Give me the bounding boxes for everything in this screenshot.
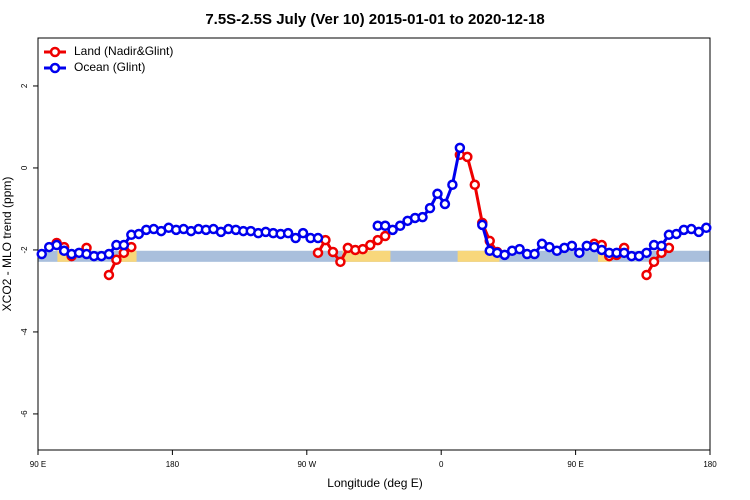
plot-frame (37, 37, 711, 451)
data-point (477, 219, 488, 231)
data-point (469, 179, 481, 191)
legend-marker (49, 46, 61, 58)
land-span (457, 250, 500, 262)
x-tick-label: 180 (166, 460, 180, 469)
data-point (641, 247, 652, 259)
x-axis-label: Longitude (deg E) (327, 476, 422, 490)
data-point (641, 269, 652, 281)
x-tick-label: 90 E (567, 460, 583, 469)
y-axis-label: XCO2 - MLO trend (ppm) (0, 177, 14, 312)
legend-marker (49, 62, 61, 74)
data-point (103, 248, 115, 260)
x-tick-label: 90 E (30, 460, 46, 469)
data-point (387, 224, 398, 236)
x-tick-label: 90 W (297, 460, 316, 469)
land-span (342, 250, 391, 262)
data-point (439, 198, 451, 210)
data-point (394, 220, 406, 232)
x-tick-label: 0 (439, 460, 444, 469)
data-point (379, 230, 391, 242)
data-point (111, 254, 122, 266)
data-point (671, 228, 682, 240)
data-point (701, 222, 712, 234)
y-tick-label: -4 (20, 328, 29, 336)
data-point (51, 239, 62, 251)
data-point (656, 240, 667, 252)
data-point (514, 243, 525, 255)
data-point (133, 228, 145, 240)
data-point (357, 243, 369, 255)
data-point (118, 239, 130, 251)
data-point (103, 269, 115, 281)
data-point (297, 227, 309, 239)
data-point (379, 220, 391, 232)
legend-label: Ocean (Glint) (74, 60, 145, 74)
data-point (566, 240, 578, 252)
data-point (36, 248, 47, 260)
data-point (327, 246, 339, 258)
data-point (282, 227, 294, 239)
data-point (365, 239, 376, 251)
land-span (57, 250, 70, 262)
data-point (432, 188, 443, 200)
data-point (312, 232, 324, 244)
data-point (290, 232, 301, 244)
y-tick-label: 2 (20, 83, 29, 88)
data-point (648, 256, 660, 268)
data-point (312, 247, 324, 259)
data-point (335, 256, 346, 268)
data-point (372, 234, 383, 246)
chart-title: 7.5S-2.5S July (Ver 10) 2015-01-01 to 20… (205, 11, 544, 28)
data-point (424, 202, 436, 214)
data-point (574, 247, 585, 259)
data-point (454, 142, 466, 154)
data-point (529, 248, 540, 260)
data-point (417, 211, 428, 223)
x-tick-label: 180 (703, 460, 717, 469)
y-tick-label: -6 (20, 410, 29, 418)
y-tick-label: -2 (20, 246, 29, 254)
data-point (447, 179, 458, 191)
y-tick-label: 0 (20, 165, 29, 170)
legend-label: Land (Nadir&Glint) (74, 44, 173, 58)
data-point (462, 151, 473, 163)
data-point (499, 249, 510, 261)
data-point (693, 226, 705, 238)
